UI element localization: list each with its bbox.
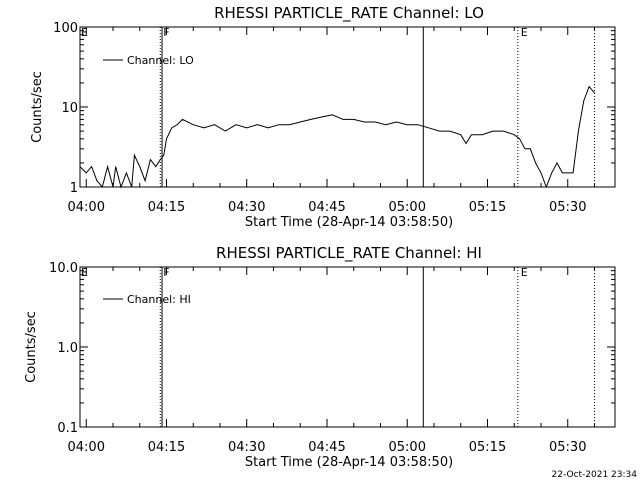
x-tick-label: 04:45 <box>308 200 345 215</box>
x-tick-label: 04:30 <box>228 200 265 215</box>
chart-title: RHESSI PARTICLE_RATE Channel: HI <box>216 244 482 263</box>
marker-label: E <box>521 26 528 39</box>
x-axis-label: Start Time (28-Apr-14 03:58:50) <box>245 455 453 470</box>
y-tick-label: 0.1 <box>57 421 78 436</box>
y-axis-label: Counts/sec <box>24 311 39 383</box>
x-axis-label: Start Time (28-Apr-14 03:58:50) <box>245 215 453 230</box>
chart-title: RHESSI PARTICLE_RATE Channel: LO <box>214 4 484 23</box>
x-tick-label: 04:15 <box>148 440 185 455</box>
x-tick-label: 05:30 <box>549 440 586 455</box>
x-tick-label: 05:15 <box>469 200 506 215</box>
x-tick-label: 05:00 <box>389 200 426 215</box>
marker-label: F <box>163 26 169 39</box>
marker-label: E <box>521 266 528 279</box>
x-tick-label: 04:30 <box>228 440 265 455</box>
edge-label-left: E <box>81 26 88 39</box>
x-tick-label: 04:00 <box>68 200 105 215</box>
y-axis-label: Counts/sec <box>30 71 45 143</box>
x-tick-label: 05:00 <box>389 440 426 455</box>
chart-lo-channel: RHESSI PARTICLE_RATE Channel: LO Start T… <box>30 4 616 230</box>
edge-label-left: E <box>81 266 88 279</box>
series-line <box>79 85 595 189</box>
x-tick-label: 04:15 <box>148 200 185 215</box>
x-tick-label: 04:45 <box>308 440 345 455</box>
x-tick-label: 05:30 <box>549 200 586 215</box>
legend-label: Channel: HI <box>127 293 191 306</box>
y-tick-label: 1.0 <box>57 341 78 356</box>
x-tick-label: 04:00 <box>68 440 105 455</box>
y-tick-label: 1 <box>70 181 78 196</box>
y-tick-label: 10.0 <box>49 261 78 276</box>
chart-hi-channel: RHESSI PARTICLE_RATE Channel: HI Start T… <box>24 244 616 470</box>
y-tick-label: 10 <box>61 101 78 116</box>
x-tick-label: 05:15 <box>469 440 506 455</box>
marker-label: F <box>163 266 169 279</box>
y-tick-label: 100 <box>53 21 78 36</box>
footer-timestamp: 22-Oct-2021 23:34 <box>552 470 638 480</box>
